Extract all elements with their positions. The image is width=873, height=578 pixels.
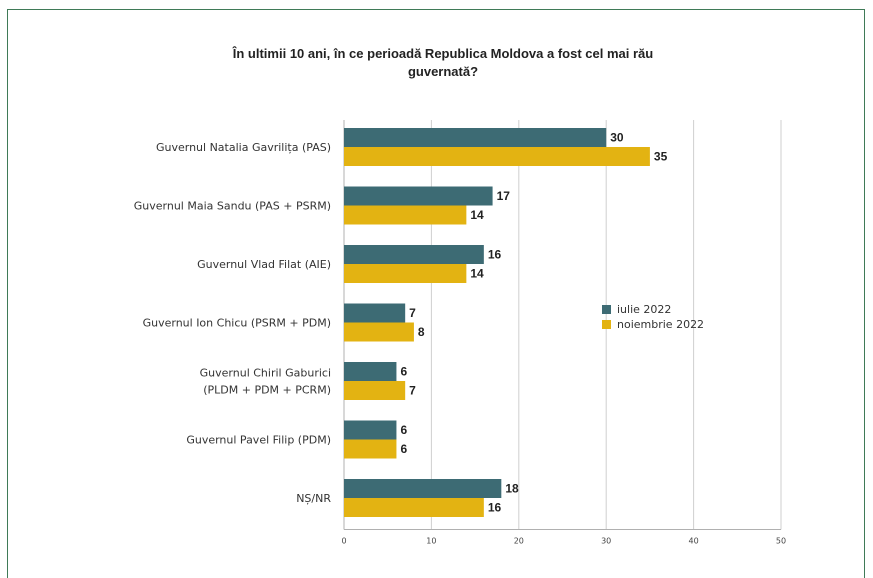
data-label: 6: [400, 423, 407, 437]
data-label: 6: [400, 442, 407, 456]
category-label: Guvernul Natalia Gavrilița (PAS): [156, 141, 331, 154]
bar: [344, 264, 467, 283]
category-label: Guvernul Maia Sandu (PAS + PSRM): [134, 200, 331, 213]
data-label: 18: [505, 482, 519, 496]
bar: [344, 303, 406, 323]
category-label: NȘ/NR: [296, 492, 331, 505]
data-label: 7: [409, 384, 416, 398]
data-label: 17: [497, 189, 511, 203]
x-tick-label: 30: [601, 537, 611, 546]
bar: [344, 479, 502, 498]
legend: iulie 2022 noiembrie 2022: [602, 303, 704, 331]
category-label: Guvernul Pavel Filip (PDM): [186, 434, 331, 447]
chart-title-line-1: În ultimii 10 ani, în ce perioadă Republ…: [232, 46, 654, 61]
data-label: 14: [470, 267, 484, 281]
bar: [344, 205, 467, 225]
x-tick-label: 0: [341, 537, 346, 546]
data-label: 14: [470, 208, 484, 222]
data-label: 8: [418, 325, 425, 339]
bar: [344, 420, 397, 440]
data-label: 16: [488, 248, 502, 262]
category-labels: Guvernul Natalia Gavrilița (PAS) Guvernul…: [134, 141, 332, 505]
chart-title-line-2: guvernată?: [408, 64, 478, 79]
category-label: Guvernul Vlad Filat (AIE): [197, 258, 331, 271]
category-label: (PLDM + PDM + PCRM): [203, 384, 331, 397]
x-axis-ticks: 0 10 20 30 40 50: [341, 537, 786, 546]
bar: [344, 128, 607, 147]
category-label: Guvernul Ion Chicu (PSRM + PDM): [143, 317, 331, 330]
data-label: 7: [409, 306, 416, 320]
legend-entry: iulie 2022: [617, 303, 671, 316]
data-label: 35: [654, 150, 668, 164]
bar: [344, 498, 484, 517]
x-tick-label: 40: [689, 537, 699, 546]
bar: [344, 322, 414, 342]
legend-swatch: [602, 320, 611, 329]
bar: [344, 439, 397, 459]
bar: [344, 186, 493, 206]
bar: [344, 245, 484, 264]
category-label: Guvernul Chiril Gaburici: [200, 367, 331, 380]
legend-entry: noiembrie 2022: [617, 318, 704, 331]
x-tick-label: 20: [514, 537, 524, 546]
x-tick-label: 10: [426, 537, 436, 546]
data-label: 16: [488, 501, 502, 515]
data-label: 6: [400, 365, 407, 379]
legend-swatch: [602, 305, 611, 314]
data-label: 30: [610, 131, 624, 145]
bar: [344, 362, 397, 381]
bar: [344, 381, 406, 400]
chart-frame: [7, 9, 865, 578]
x-tick-label: 50: [776, 537, 786, 546]
bar: [344, 147, 650, 166]
